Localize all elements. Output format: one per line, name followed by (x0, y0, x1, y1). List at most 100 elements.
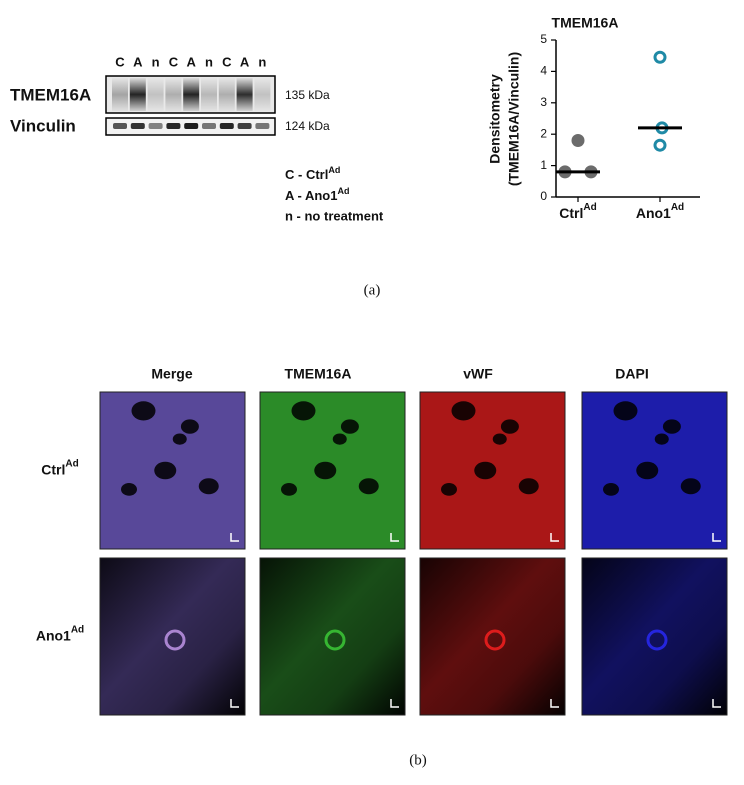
band (130, 123, 145, 129)
micrograph-frame (259, 557, 406, 716)
micrograph-frame (99, 391, 246, 550)
vessel-lumen (131, 401, 156, 421)
micrograph-shade (100, 558, 245, 715)
micrograph-shade (260, 558, 405, 715)
vessel-lumen (603, 482, 619, 496)
y-tick-label: 5 (540, 32, 547, 46)
vessel (646, 629, 668, 651)
band (183, 78, 200, 111)
band (112, 78, 128, 111)
micrograph-frame (259, 391, 406, 550)
vessel-lumen (518, 478, 539, 495)
vessel-lumen (332, 433, 347, 445)
key-entry: n - no treatment (285, 208, 384, 223)
vessel-lumen (492, 433, 507, 445)
y-axis-label: (TMEM16A/Vinculin) (506, 52, 522, 186)
y-tick-label: 4 (540, 64, 547, 78)
row-name: Ctrl (41, 461, 65, 477)
vessel-lumen (154, 461, 177, 480)
scale-bar (712, 533, 721, 542)
micrograph-frame (581, 391, 728, 550)
category: Ano1 (636, 205, 671, 221)
column-header: Merge (151, 366, 192, 382)
panel-label: (b) (409, 752, 427, 768)
vessel-lumen (451, 401, 476, 421)
blot-row-label: TMEM16A (10, 85, 91, 104)
lane-label: C (169, 54, 179, 69)
column-header: DAPI (615, 366, 648, 382)
micrograph-shade (582, 558, 727, 715)
data-point (571, 133, 585, 147)
panel-label: (a) (364, 282, 381, 298)
y-tick-label: 3 (540, 95, 547, 109)
vessel-lumen (662, 419, 681, 434)
vessel-lumen (198, 478, 219, 495)
lane-label: A (240, 54, 250, 69)
y-tick-label: 1 (540, 158, 547, 172)
band (166, 123, 181, 129)
lane-label: n (152, 54, 160, 69)
band (218, 78, 235, 111)
blot-size: 124 kDa (285, 119, 330, 133)
vessel (164, 629, 186, 651)
vessel-lumen (613, 401, 638, 421)
micrograph-frame (581, 557, 728, 716)
vessel-lumen (340, 419, 359, 434)
vessel-lumen (680, 478, 701, 495)
y-axis-label: Densitometry (487, 74, 503, 164)
category-sup: Ad (671, 202, 684, 213)
vessel-lumen (172, 433, 187, 445)
scale-bar (712, 699, 721, 708)
blot-row-label: Vinculin (10, 116, 76, 135)
vessel (324, 629, 346, 651)
vessel-lumen (358, 478, 379, 495)
vessel-lumen (291, 401, 316, 421)
lane-label: n (205, 54, 213, 69)
row-label: Ano1Ad (36, 624, 84, 643)
chart-title: TMEM16A (552, 15, 619, 31)
vessel-lumen (441, 482, 457, 496)
blot-size: 135 kDa (285, 88, 330, 102)
band (201, 78, 217, 111)
scale-bar (230, 533, 239, 542)
band (147, 78, 164, 111)
band (202, 123, 216, 129)
row-label: CtrlAd (41, 458, 78, 477)
key-entry: C - CtrlAd (285, 165, 340, 182)
band (255, 123, 270, 129)
vessel-lumen (121, 482, 137, 496)
lane-label: A (187, 54, 197, 69)
band (129, 78, 146, 111)
column-header: vWF (463, 366, 493, 382)
vessel-lumen (180, 419, 199, 434)
row-sup: Ad (71, 624, 84, 635)
band (165, 78, 182, 111)
scale-bar (390, 533, 399, 542)
lane-label: C (115, 54, 125, 69)
scale-bar (550, 533, 559, 542)
x-tick-label: CtrlAd (559, 202, 596, 221)
data-point (653, 138, 667, 152)
vessel-lumen (281, 482, 297, 496)
band (148, 123, 163, 129)
scale-bar (390, 699, 399, 708)
y-tick-label: 0 (540, 189, 547, 203)
band (219, 123, 234, 129)
micrograph-frame (419, 557, 566, 716)
vessel-lumen (500, 419, 519, 434)
row-sup: Ad (65, 458, 78, 469)
blot-bands (112, 78, 271, 129)
data-point (653, 50, 667, 64)
y-tick-label: 2 (540, 126, 547, 140)
lane-label: A (133, 54, 143, 69)
x-tick-label: Ano1Ad (636, 202, 684, 221)
lane-label: n (258, 54, 266, 69)
vessel-lumen (314, 461, 337, 480)
vessel-lumen (654, 433, 669, 445)
category-sup: Ad (583, 202, 596, 213)
lane-label: C (222, 54, 232, 69)
vessel-lumen (474, 461, 497, 480)
band (113, 123, 127, 129)
